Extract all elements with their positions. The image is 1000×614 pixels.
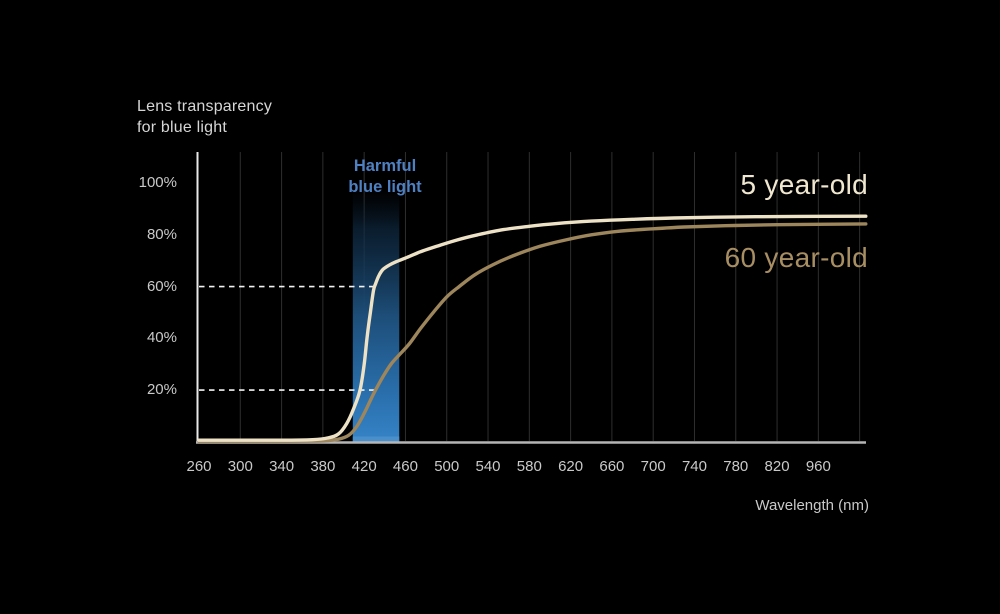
x-tick-label: 660 xyxy=(599,458,625,475)
x-tick-label: 340 xyxy=(269,458,295,475)
x-tick-label: 780 xyxy=(723,458,749,475)
curve-60-year-old xyxy=(197,222,868,444)
chart-title-line2: for blue light xyxy=(137,119,227,136)
harmful-band-label: Harmful blue light xyxy=(315,156,455,198)
series-label-5-year-old: 5 year-old xyxy=(740,169,868,200)
curve-5-year-old xyxy=(197,214,868,442)
x-tick-label: 700 xyxy=(640,458,666,475)
chart-title: Lens transparency for blue light xyxy=(137,96,272,138)
x-tick-label: 580 xyxy=(516,458,542,475)
harmful-band-bottom-glow xyxy=(352,436,400,442)
x-axis-title: Wavelength (nm) xyxy=(755,497,869,514)
harmful-band-label-line1: Harmful xyxy=(353,157,417,175)
harmful-band xyxy=(352,188,400,442)
y-tick-label: 40% xyxy=(146,329,177,347)
x-tick-label: 380 xyxy=(310,458,336,475)
x-tick-label: 960 xyxy=(805,458,831,475)
x-tick-label: 460 xyxy=(392,458,418,475)
series-label-60-year-old: 60 year-old xyxy=(724,242,868,273)
x-tick-label: 420 xyxy=(351,458,377,475)
x-tick-label: 500 xyxy=(434,458,460,475)
x-tick-label: 540 xyxy=(475,458,501,475)
x-tick-label: 820 xyxy=(764,458,790,475)
y-tick-label: 20% xyxy=(146,381,177,399)
x-tick-label: 260 xyxy=(186,458,212,475)
y-tick-label: 60% xyxy=(146,277,177,295)
chart-title-line1: Lens transparency xyxy=(137,98,273,115)
x-tick-label: 620 xyxy=(558,458,584,475)
y-tick-label: 80% xyxy=(146,225,177,243)
x-tick-label: 740 xyxy=(681,458,707,475)
harmful-band-label-line2: blue light xyxy=(348,178,422,196)
y-tick-label: 100% xyxy=(138,174,177,192)
x-tick-label: 300 xyxy=(227,458,253,475)
